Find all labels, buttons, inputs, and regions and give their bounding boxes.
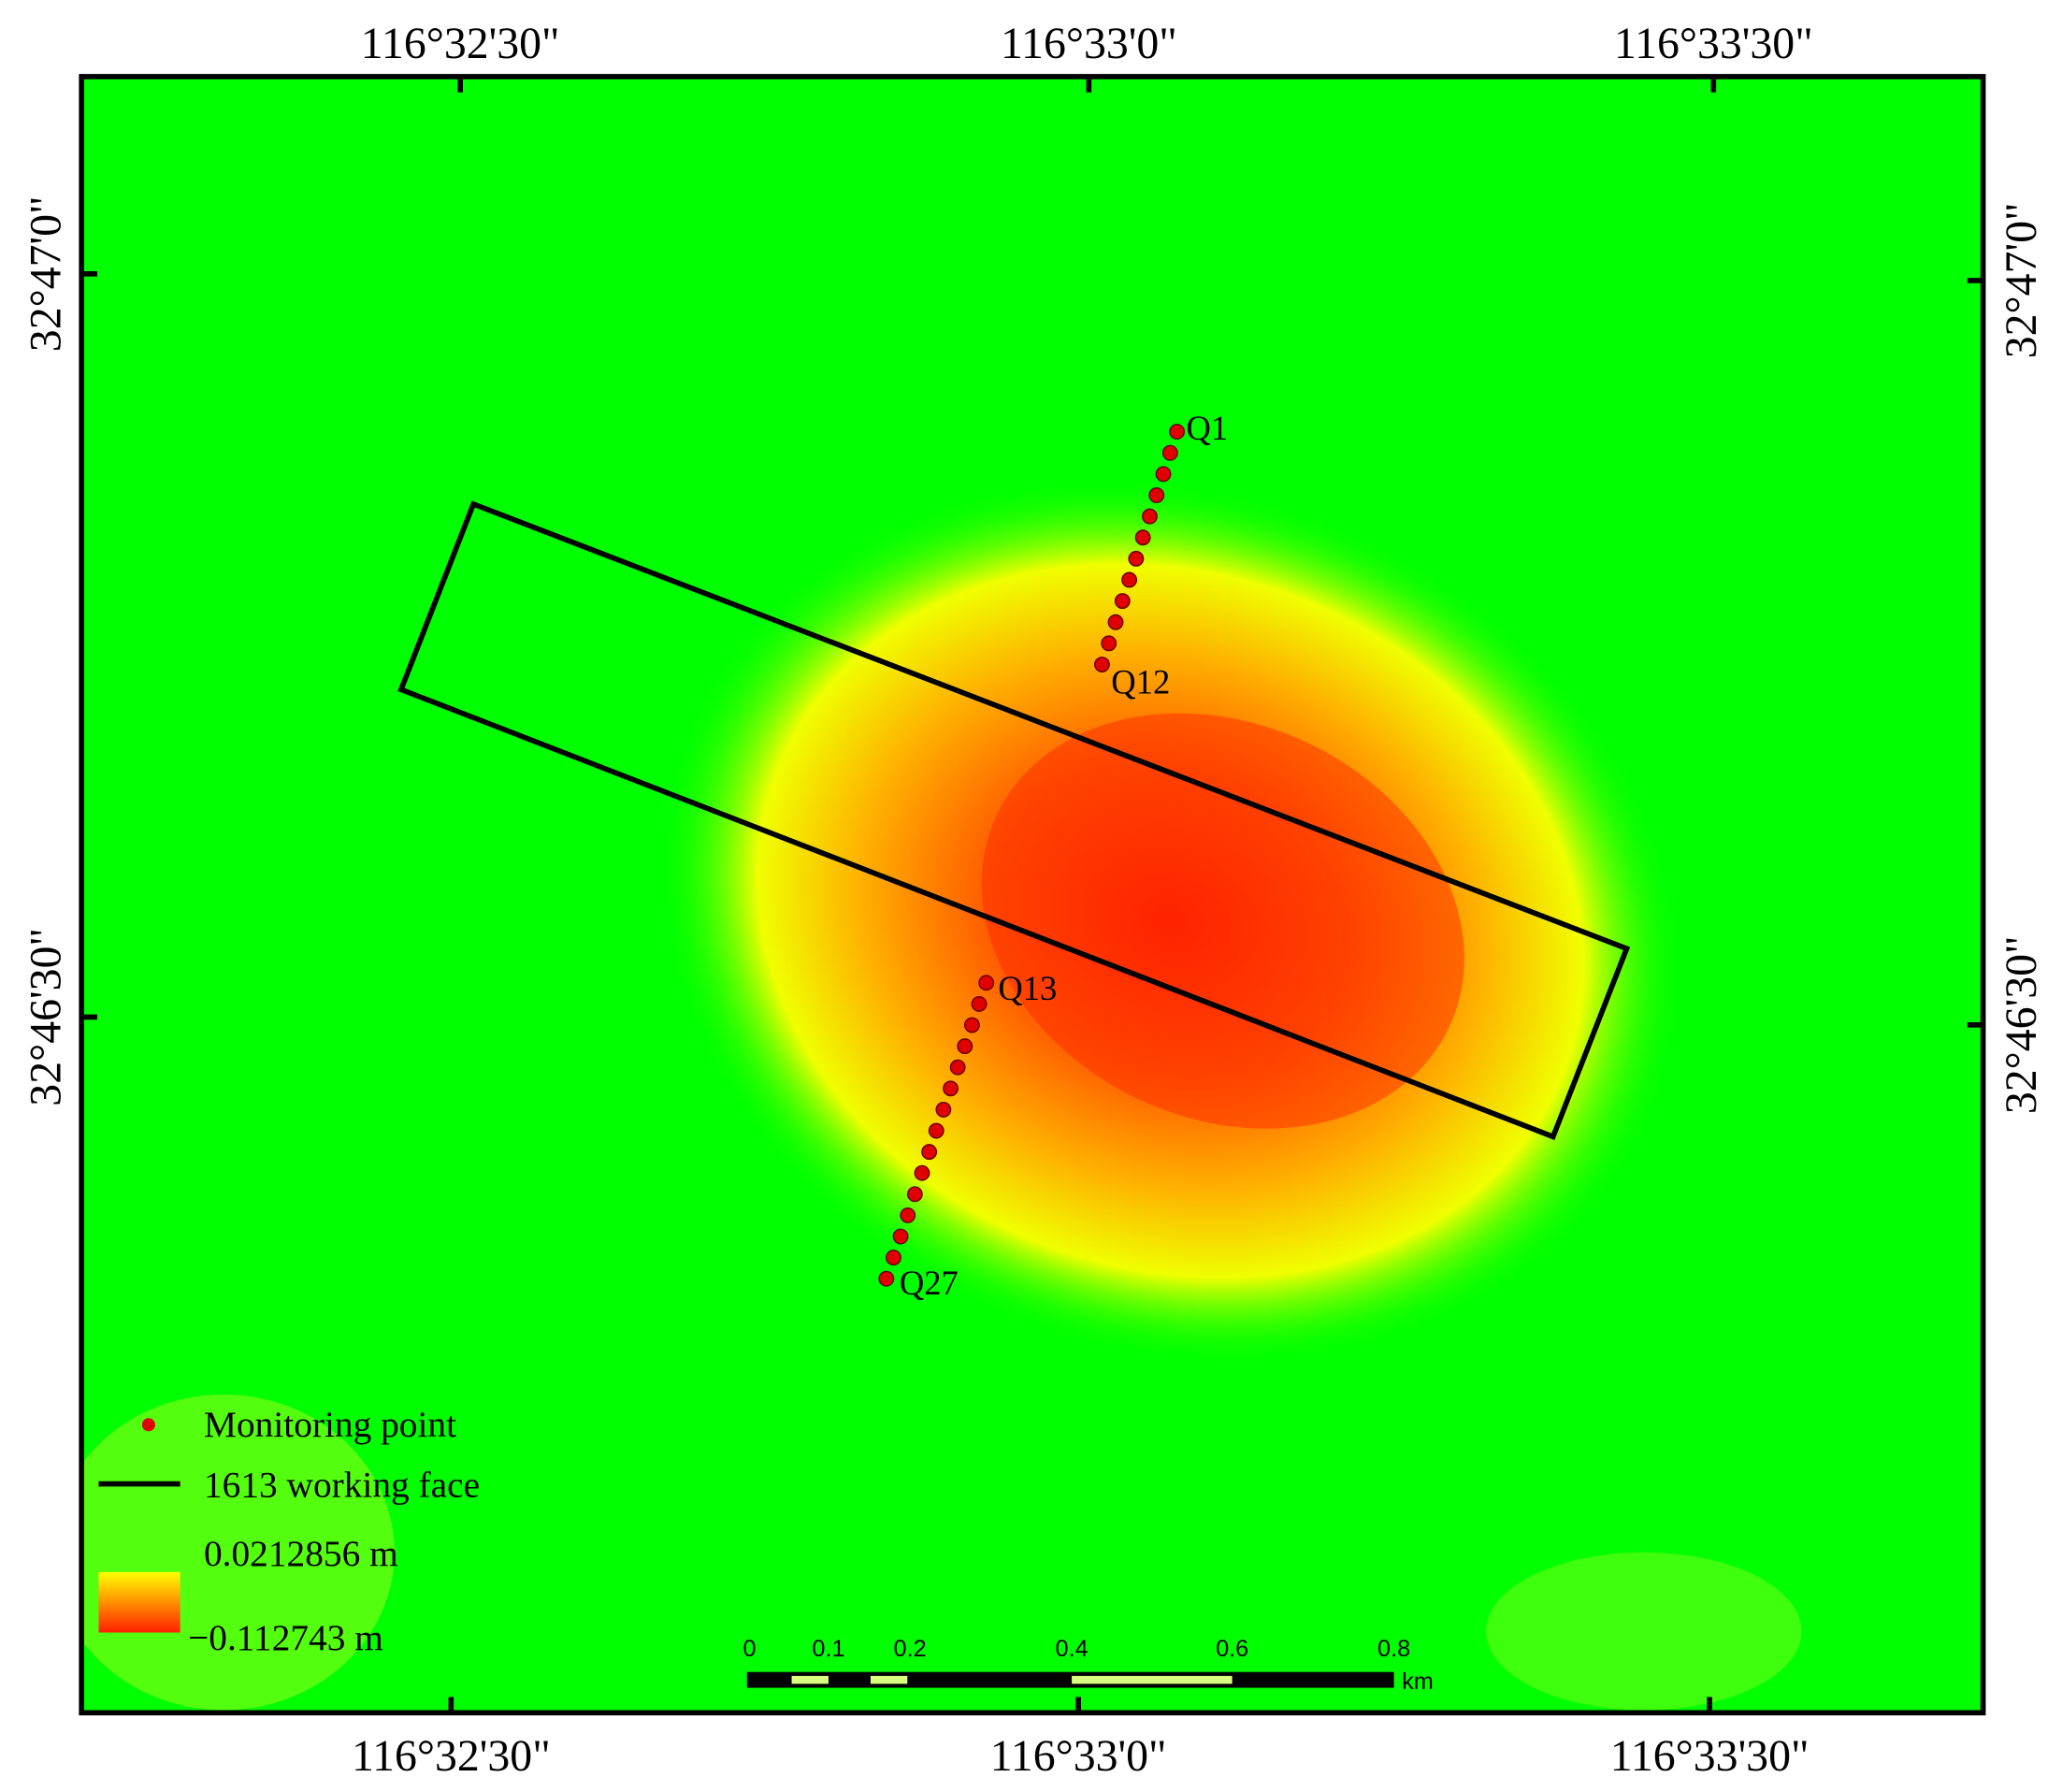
monitoring-point [1094, 657, 1110, 672]
monitoring-point [978, 975, 995, 991]
monitoring-point [928, 1122, 944, 1139]
monitoring-point [892, 1228, 909, 1245]
monitoring-point [1148, 487, 1165, 503]
scale-label: 0.8 [1377, 1636, 1410, 1662]
monitoring-point [900, 1207, 916, 1223]
monitoring-point [1169, 424, 1186, 441]
subsidence-core [981, 713, 1464, 1129]
monitoring-point [963, 1017, 980, 1033]
monitoring-point [1128, 550, 1145, 567]
legend-point-symbol [141, 1418, 155, 1432]
monitoring-point [1101, 635, 1118, 652]
legend-label: 0.0212856 m [204, 1533, 398, 1574]
latitude-label: 32°46'30" [1997, 935, 2046, 1114]
point-label: Q1 [1186, 409, 1228, 447]
legend: Monitoring point 1613 working face 0.021… [98, 1404, 480, 1658]
monitoring-point [1107, 614, 1124, 630]
legend-color-ramp [98, 1571, 180, 1633]
monitoring-point [1155, 466, 1172, 483]
monitoring-point [1121, 571, 1138, 588]
monitoring-point [1134, 529, 1151, 546]
monitoring-point [971, 995, 988, 1012]
point-label: Q13 [998, 969, 1057, 1007]
noise-patch [1486, 1552, 1802, 1711]
longitude-label: 116°33'30" [1614, 19, 1813, 68]
monitoring-point [1142, 508, 1158, 525]
scale-label: 0.1 [812, 1636, 844, 1662]
longitude-label: 116°32'30" [352, 1731, 551, 1781]
latitude-label: 32°47'0" [1997, 203, 2046, 359]
scale-label: 0.6 [1216, 1636, 1248, 1662]
monitoring-point [1114, 593, 1131, 610]
scale-unit: km [1402, 1669, 1434, 1695]
monitoring-point [886, 1250, 901, 1266]
longitude-label: 116°33'0" [1001, 19, 1177, 68]
monitoring-point [878, 1270, 895, 1287]
map-frame [79, 74, 1986, 1716]
monitoring-line [878, 424, 1186, 1287]
latitude-label: 32°47'0" [22, 195, 71, 352]
subsidence-field [81, 424, 1802, 1711]
scale-bar: 0 0.1 0.2 0.4 0.6 0.8 km [743, 1636, 1434, 1695]
longitude-label: 116°33'0" [990, 1731, 1167, 1781]
longitude-label: 116°32'30" [361, 19, 560, 68]
monitoring-point [914, 1164, 930, 1181]
legend-label: Monitoring point [204, 1404, 456, 1445]
ticks [81, 76, 1983, 1713]
scale-label: 0.2 [894, 1636, 927, 1662]
working-face [397, 500, 1631, 1140]
scale-label: 0.4 [1056, 1636, 1089, 1662]
monitoring-point [935, 1101, 952, 1118]
longitude-label: 116°33'30" [1610, 1731, 1810, 1781]
monitoring-point [949, 1059, 966, 1076]
point-label: Q27 [900, 1264, 959, 1302]
monitoring-point [957, 1038, 973, 1055]
monitoring-point [1161, 444, 1178, 461]
point-label: Q12 [1111, 662, 1170, 701]
latitude-label: 32°46'30" [22, 928, 71, 1106]
monitoring-point [906, 1186, 923, 1203]
monitoring-point [921, 1144, 938, 1161]
monitoring-point [943, 1080, 959, 1097]
scale-label: 0 [743, 1636, 757, 1662]
legend-label: 1613 working face [204, 1465, 480, 1506]
legend-label: −0.112743 m [188, 1617, 383, 1658]
